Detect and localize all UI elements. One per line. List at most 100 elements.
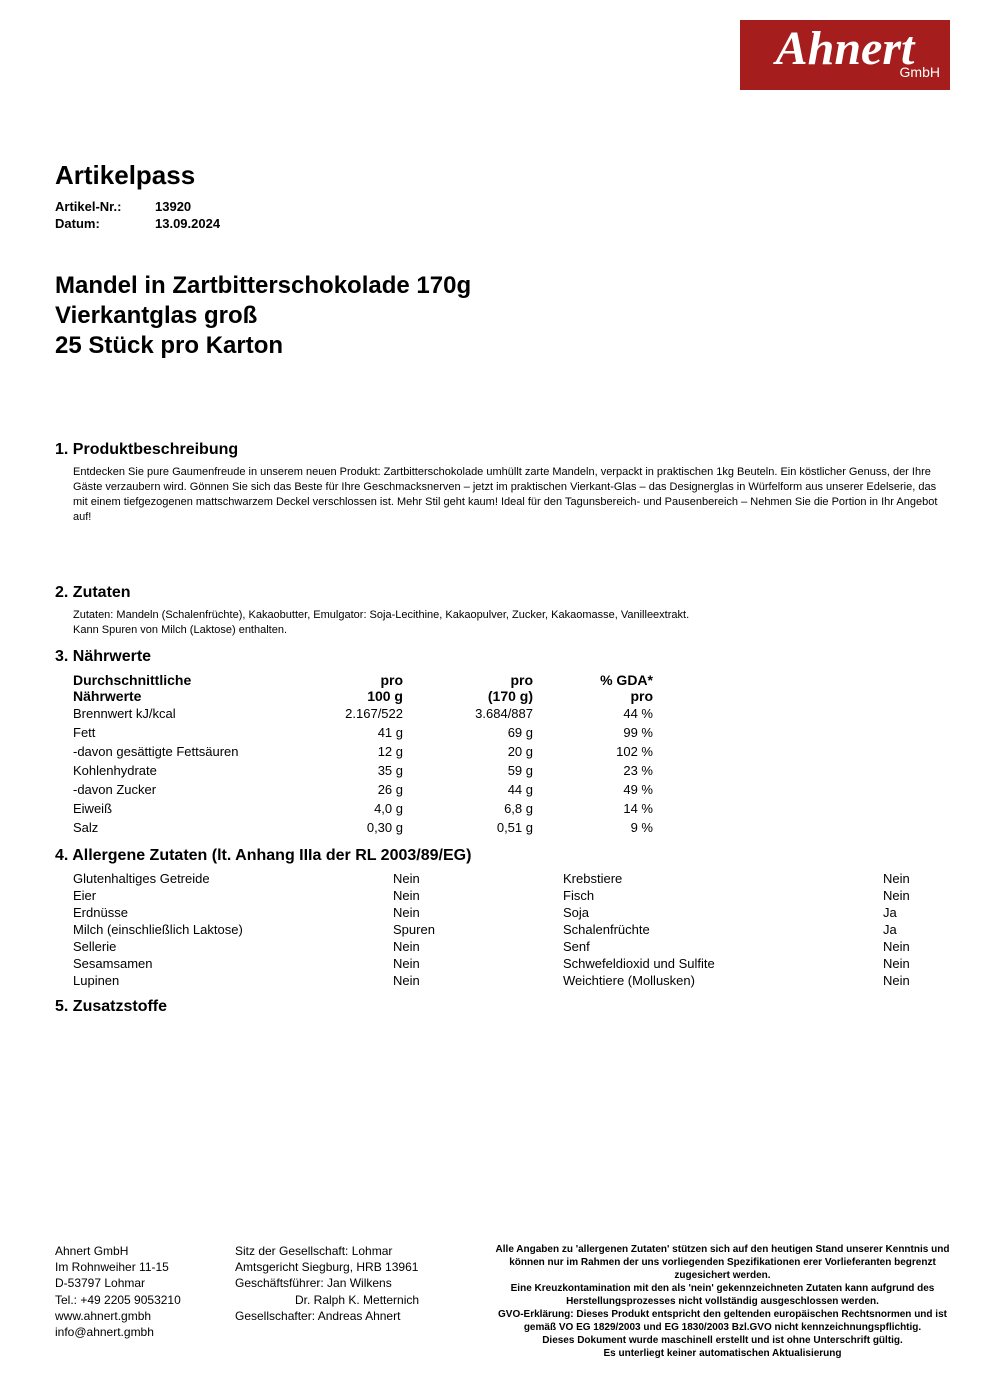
footer-col1: Ahnert GmbH Im Rohnweiher 11-15 D-53797 …	[55, 1243, 215, 1360]
allergen-value: Nein	[883, 939, 973, 954]
allergen-name: Krebstiere	[563, 871, 883, 886]
nutrition-row: Salz0,30 g0,51 g9 %	[73, 818, 950, 837]
date-value: 13.09.2024	[155, 216, 220, 231]
nutr-perportion: 20 g	[403, 744, 533, 759]
allergen-value: Nein	[883, 973, 973, 988]
date-label: Datum:	[55, 216, 155, 231]
product-line2: Vierkantglas groß	[55, 301, 950, 331]
product-line3: 25 Stück pro Karton	[55, 331, 950, 361]
allergen-name: Soja	[563, 905, 883, 920]
product-title: Mandel in Zartbitterschokolade 170g Vier…	[55, 271, 950, 361]
nutr-h-per100-2: 100 g	[273, 688, 403, 704]
f2-l2: Amtsgericht Siegburg, HRB 13961	[235, 1259, 475, 1275]
allergen-value: Nein	[393, 888, 483, 903]
footer-col3: Alle Angaben zu 'allergenen Zutaten' stü…	[495, 1243, 950, 1360]
f1-l5: www.ahnert.gmbh	[55, 1308, 215, 1324]
f2-l3: Geschäftsführer: Jan Wilkens	[235, 1275, 475, 1291]
allergen-name: Weichtiere (Mollusken)	[563, 973, 883, 988]
logo-sub: GmbH	[900, 64, 940, 80]
section2-body: Zutaten: Mandeln (Schalenfrüchte), Kakao…	[55, 608, 950, 638]
document-title: Artikelpass	[55, 160, 950, 191]
allergen-name: Schalenfrüchte	[563, 922, 883, 937]
f3-l2: Eine Kreuzkontamination mit den als 'nei…	[495, 1282, 950, 1308]
allergen-value: Nein	[393, 905, 483, 920]
f1-l1: Ahnert GmbH	[55, 1243, 215, 1259]
allergen-value: Nein	[393, 973, 483, 988]
nutrition-row: Brennwert kJ/kcal2.167/5223.684/88744 %	[73, 704, 950, 723]
nutr-h-name1: Durchschnittliche	[73, 672, 273, 688]
product-line1: Mandel in Zartbitterschokolade 170g	[55, 271, 950, 301]
nutr-h-name2: Nährwerte	[73, 688, 273, 704]
allergen-name: Fisch	[563, 888, 883, 903]
nutr-h-gda-2: pro	[533, 688, 653, 704]
nutr-name: Eiweiß	[73, 801, 273, 816]
nutr-perportion: 44 g	[403, 782, 533, 797]
nutr-perportion: 69 g	[403, 725, 533, 740]
nutr-per100: 35 g	[273, 763, 403, 778]
nutr-perportion: 6,8 g	[403, 801, 533, 816]
nutrition-row: Eiweiß4,0 g6,8 g14 %	[73, 799, 950, 818]
section5-heading: 5. Zusatzstoffe	[55, 998, 950, 1016]
nutr-h-per100-1: pro	[273, 672, 403, 688]
nutr-gda: 99 %	[533, 725, 653, 740]
allergen-name: Schwefeldioxid und Sulfite	[563, 956, 883, 971]
artnr-label: Artikel-Nr.:	[55, 199, 155, 214]
allergen-value: Nein	[393, 939, 483, 954]
f3-l1: Alle Angaben zu 'allergenen Zutaten' stü…	[495, 1243, 950, 1282]
section1-body: Entdecken Sie pure Gaumenfreude in unser…	[55, 465, 950, 524]
nutr-name: Brennwert kJ/kcal	[73, 706, 273, 721]
nutr-h-pp-2: (170 g)	[403, 688, 533, 704]
allergen-value: Nein	[883, 888, 973, 903]
logo-name: Ahnert	[776, 30, 915, 68]
allergen-name: Glutenhaltiges Getreide	[73, 871, 393, 886]
allergen-name: Erdnüsse	[73, 905, 393, 920]
f2-l1: Sitz der Gesellschaft: Lohmar	[235, 1243, 475, 1259]
allergen-value: Nein	[393, 956, 483, 971]
nutr-gda: 44 %	[533, 706, 653, 721]
ingredients-line2: Kann Spuren von Milch (Laktose) enthalte…	[73, 623, 940, 638]
f1-l6: info@ahnert.gmbh	[55, 1324, 215, 1340]
meta-artnr: Artikel-Nr.: 13920	[55, 199, 950, 214]
nutr-per100: 0,30 g	[273, 820, 403, 835]
nutr-gda: 49 %	[533, 782, 653, 797]
f3-l3: GVO-Erklärung: Dieses Produkt entspricht…	[495, 1308, 950, 1334]
nutr-per100: 12 g	[273, 744, 403, 759]
allergen-value: Nein	[393, 871, 483, 886]
nutr-per100: 4,0 g	[273, 801, 403, 816]
allergen-value: Ja	[883, 905, 973, 920]
section2-heading: 2. Zutaten	[55, 584, 950, 602]
meta-date: Datum: 13.09.2024	[55, 216, 950, 231]
nutr-name: -davon Zucker	[73, 782, 273, 797]
section1-heading: 1. Produktbeschreibung	[55, 441, 950, 459]
allergen-name: Eier	[73, 888, 393, 903]
page-content: Artikelpass Artikel-Nr.: 13920 Datum: 13…	[0, 0, 1005, 1016]
nutr-gda: 14 %	[533, 801, 653, 816]
allergen-table: Glutenhaltiges GetreideNeinKrebstiereNei…	[55, 871, 950, 988]
allergen-name: Sesamsamen	[73, 956, 393, 971]
f2-l5: Gesellschafter: Andreas Ahnert	[235, 1308, 475, 1324]
artnr-value: 13920	[155, 199, 191, 214]
nutr-name: Kohlenhydrate	[73, 763, 273, 778]
f2-l4: Dr. Ralph K. Metternich	[235, 1292, 475, 1308]
nutr-perportion: 0,51 g	[403, 820, 533, 835]
nutrition-row: Fett41 g69 g99 %	[73, 723, 950, 742]
nutr-name: Salz	[73, 820, 273, 835]
footer-col2: Sitz der Gesellschaft: Lohmar Amtsgerich…	[235, 1243, 475, 1360]
nutr-gda: 102 %	[533, 744, 653, 759]
nutrition-header: Durchschnittliche Nährwerte pro 100 g pr…	[73, 672, 950, 704]
nutrition-row: -davon gesättigte Fettsäuren12 g20 g102 …	[73, 742, 950, 761]
nutr-h-gda-1: % GDA*	[533, 672, 653, 688]
nutr-gda: 9 %	[533, 820, 653, 835]
nutr-name: -davon gesättigte Fettsäuren	[73, 744, 273, 759]
allergen-name: Lupinen	[73, 973, 393, 988]
allergen-name: Sellerie	[73, 939, 393, 954]
f3-l5: Es unterliegt keiner automatischen Aktua…	[495, 1347, 950, 1360]
nutr-per100: 26 g	[273, 782, 403, 797]
f1-l4: Tel.: +49 2205 9053210	[55, 1292, 215, 1308]
nutrition-table: Durchschnittliche Nährwerte pro 100 g pr…	[55, 672, 950, 837]
allergen-name: Milch (einschließlich Laktose)	[73, 922, 393, 937]
ingredients-line1: Zutaten: Mandeln (Schalenfrüchte), Kakao…	[73, 608, 940, 623]
nutr-perportion: 59 g	[403, 763, 533, 778]
nutrition-row: -davon Zucker26 g44 g49 %	[73, 780, 950, 799]
allergen-value: Spuren	[393, 922, 483, 937]
